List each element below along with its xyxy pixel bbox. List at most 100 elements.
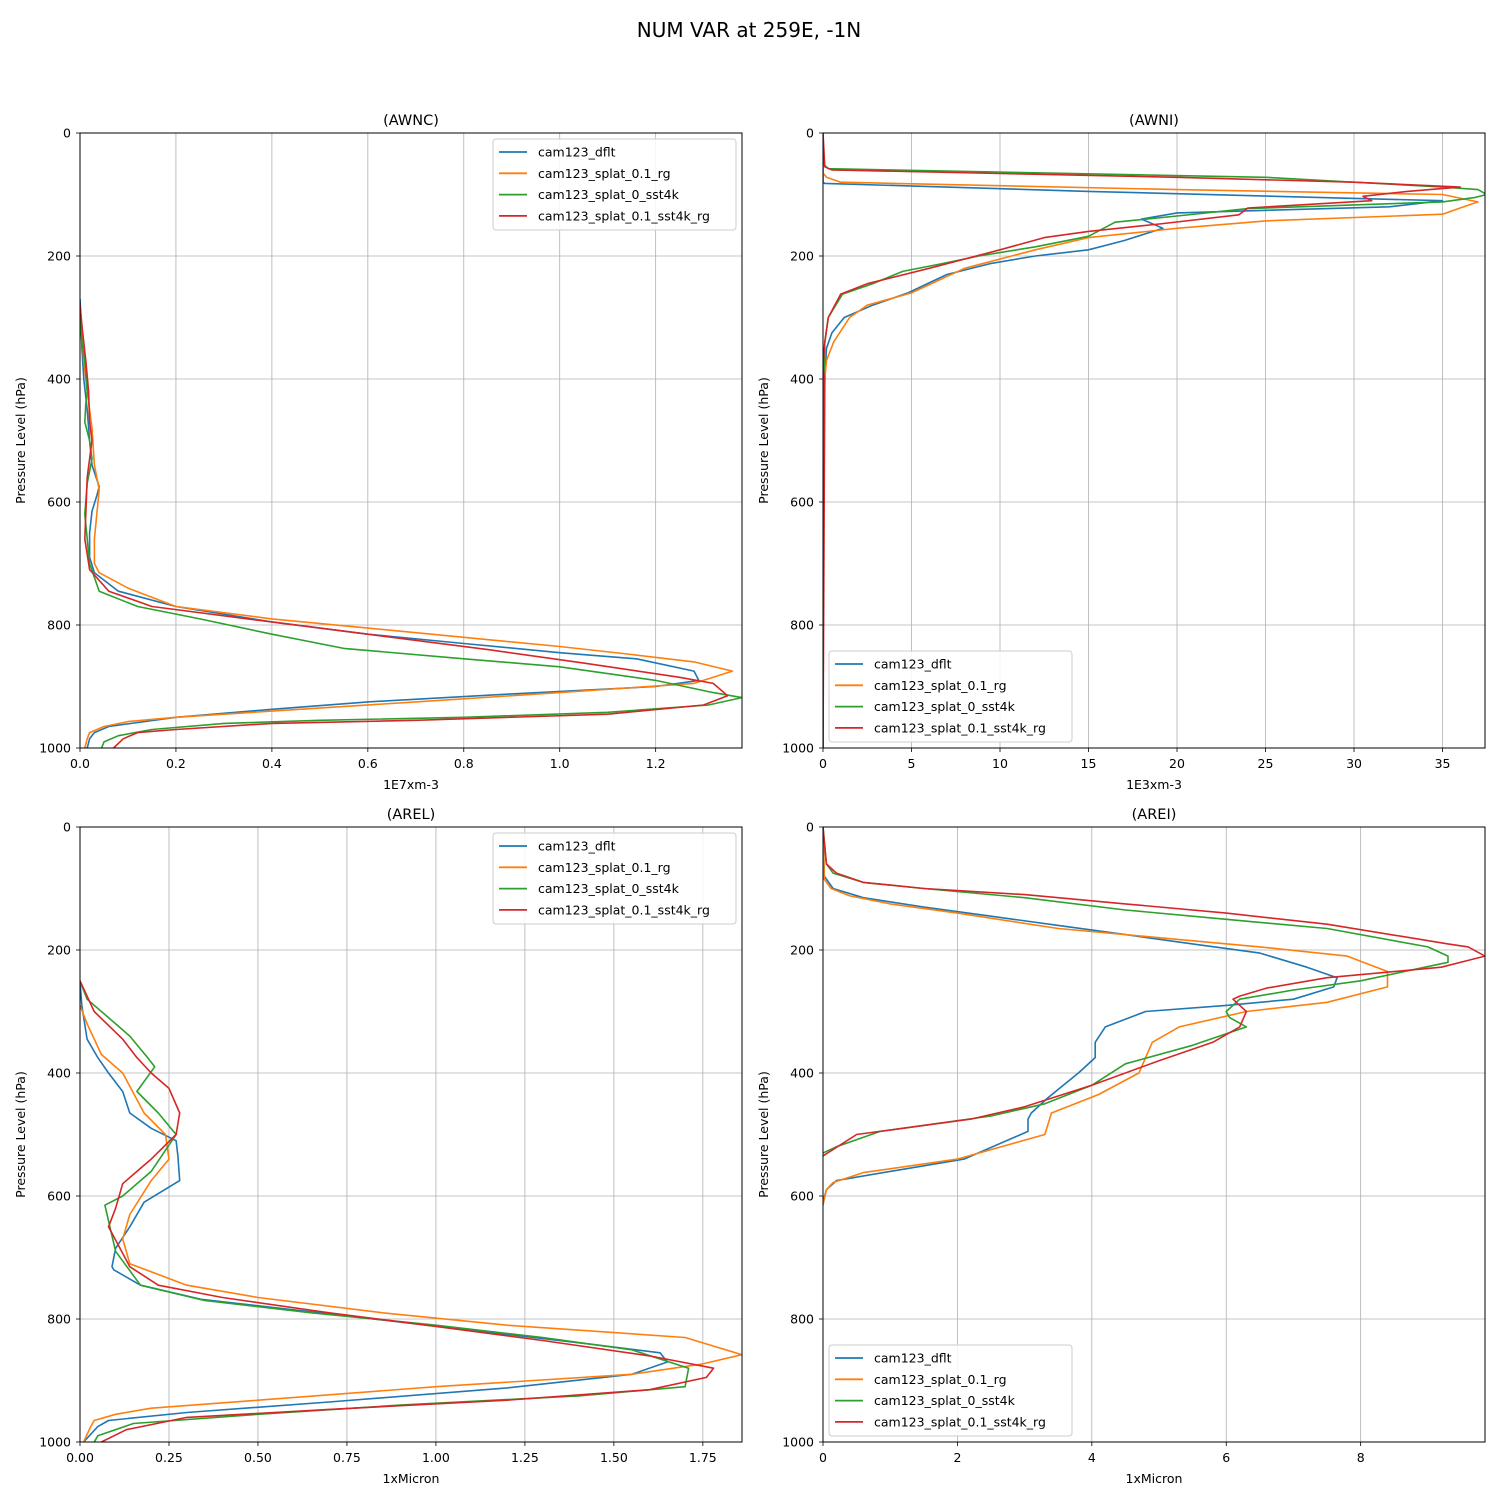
y-tick-label: 800 [790,618,814,633]
legend-entry: cam123_splat_0.1_rg [874,678,1007,693]
x-tick-label: 5 [908,756,916,771]
series-line-cam123_splat_0_sst4k [80,317,742,748]
legend: cam123_dflt cam123_splat_0.1_rg cam123_spl… [492,138,737,231]
subplot-title: (AREI) [1132,807,1177,823]
y-axis-label: Pressure Level (hPa) [13,377,28,504]
y-tick-label: 800 [47,1312,71,1327]
legend-entry: cam123_splat_0_sst4k [874,699,1016,714]
x-axis-label: 1xMicron [1126,1471,1183,1486]
x-tick-label: 25 [1258,756,1274,771]
legend-box [492,832,737,925]
series-line-cam123_splat_0.1_sst4k_rg [80,305,729,748]
x-tick-label: 8 [1357,1450,1365,1465]
series-line-cam123_dflt [823,827,1338,1203]
y-tick-label: 1000 [39,741,71,756]
series-group [80,980,742,1442]
legend-entry: cam123_splat_0.1_rg [874,1372,1007,1387]
legend-entry: cam123_splat_0_sst4k [874,1393,1016,1408]
figure-title: NUM VAR at 259E, -1N [637,18,861,42]
series-line-cam123_splat_0.1_sst4k_rg [823,133,1461,748]
legend-entry: cam123_splat_0.1_rg [538,860,671,875]
legend-entry: cam123_splat_0_sst4k [538,881,680,896]
subplot-title: (AREL) [387,807,436,823]
y-tick-label: 400 [47,1066,71,1081]
x-tick-label: 0.4 [262,756,282,771]
legend-box [828,650,1073,743]
y-tick-label: 1000 [782,1435,814,1450]
x-tick-label: 1.75 [689,1450,717,1465]
y-tick-label: 200 [790,249,814,264]
x-tick-label: 0.2 [166,756,186,771]
series-line-cam123_dflt [80,299,700,748]
x-tick-label: 2 [953,1450,961,1465]
axes-frame [79,132,743,749]
x-axis-label: 1xMicron [383,1471,440,1486]
y-tick-label: 1000 [39,1435,71,1450]
x-tick-label: 0.25 [155,1450,183,1465]
series-line-cam123_splat_0_sst4k [823,827,1449,1154]
x-tick-label: 15 [1081,756,1097,771]
subplot-3: 0 2 4 6 8 0 200 400 600 800 1000 (AREI) 1xMicron Pres… [756,807,1486,1486]
y-tick-label: 200 [47,943,71,958]
series-group [823,133,1485,748]
y-tick-label: 0 [806,126,814,141]
legend-entry: cam123_splat_0.1_sst4k_rg [538,208,710,223]
legend-entry: cam123_dflt [874,1351,952,1366]
x-tick-label: 0.00 [66,1450,94,1465]
series-line-cam123_splat_0.1_rg [823,827,1389,1206]
y-axis-label: Pressure Level (hPa) [756,377,771,504]
x-tick-label: 6 [1222,1450,1230,1465]
y-tick-label: 0 [63,820,71,835]
legend-entry: cam123_dflt [874,657,952,672]
x-tick-label: 0.0 [70,756,90,771]
x-tick-label: 0.50 [244,1450,272,1465]
legend-entry: cam123_dflt [538,145,616,160]
x-axis-label: 1E7xm-3 [383,777,439,792]
x-tick-label: 0 [819,756,827,771]
legend-box [828,1344,1073,1437]
x-axis-label: 1E3xm-3 [1126,777,1182,792]
y-tick-label: 800 [47,618,71,633]
y-tick-label: 200 [47,249,71,264]
y-axis-label: Pressure Level (hPa) [13,1071,28,1198]
subplot-1: 0 5 10 15 20 25 30 35 0 200 400 600 800 1000 (AWNI) 1E3… [756,113,1486,792]
series-line-cam123_dflt [80,980,669,1442]
subplot-0: 0.0 0.2 0.4 0.6 0.8 1.0 1.2 0 200 400 600 800 1000 (A… [13,113,743,792]
axes-frame [822,132,1486,749]
y-tick-label: 600 [47,1189,71,1204]
legend-entry: cam123_splat_0_sst4k [538,187,680,202]
y-tick-label: 600 [47,495,71,510]
x-tick-label: 0.6 [358,756,378,771]
series-line-cam123_splat_0.1_sst4k_rg [823,827,1485,1157]
series-line-cam123_splat_0_sst4k [80,980,690,1442]
y-tick-label: 400 [47,372,71,387]
series-line-cam123_dflt [823,133,1444,748]
series-line-cam123_splat_0.1_rg [823,133,1479,748]
x-tick-label: 0.8 [454,756,474,771]
legend-entry: cam123_splat_0.1_sst4k_rg [538,902,710,917]
x-tick-label: 1.25 [511,1450,539,1465]
y-tick-label: 800 [790,1312,814,1327]
y-tick-label: 200 [790,943,814,958]
series-line-cam123_splat_0.1_rg [80,305,734,748]
legend-entry: cam123_splat_0.1_rg [538,166,671,181]
series-group [80,299,742,748]
legend-entry: cam123_splat_0.1_sst4k_rg [874,1414,1046,1429]
y-tick-label: 600 [790,495,814,510]
x-tick-label: 1.50 [600,1450,628,1465]
legend: cam123_dflt cam123_splat_0.1_rg cam123_spl… [492,832,737,925]
y-tick-label: 400 [790,372,814,387]
subplot-title: (AWNI) [1129,113,1179,129]
axes-frame [822,826,1486,1443]
x-tick-label: 1.00 [422,1450,450,1465]
x-tick-label: 0 [819,1450,827,1465]
series-group [823,827,1485,1206]
x-tick-label: 10 [992,756,1008,771]
legend-box [492,138,737,231]
y-tick-label: 1000 [782,741,814,756]
y-tick-label: 400 [790,1066,814,1081]
series-line-cam123_splat_0.1_sst4k_rg [80,980,715,1442]
x-tick-label: 4 [1088,1450,1096,1465]
y-tick-label: 0 [63,126,71,141]
